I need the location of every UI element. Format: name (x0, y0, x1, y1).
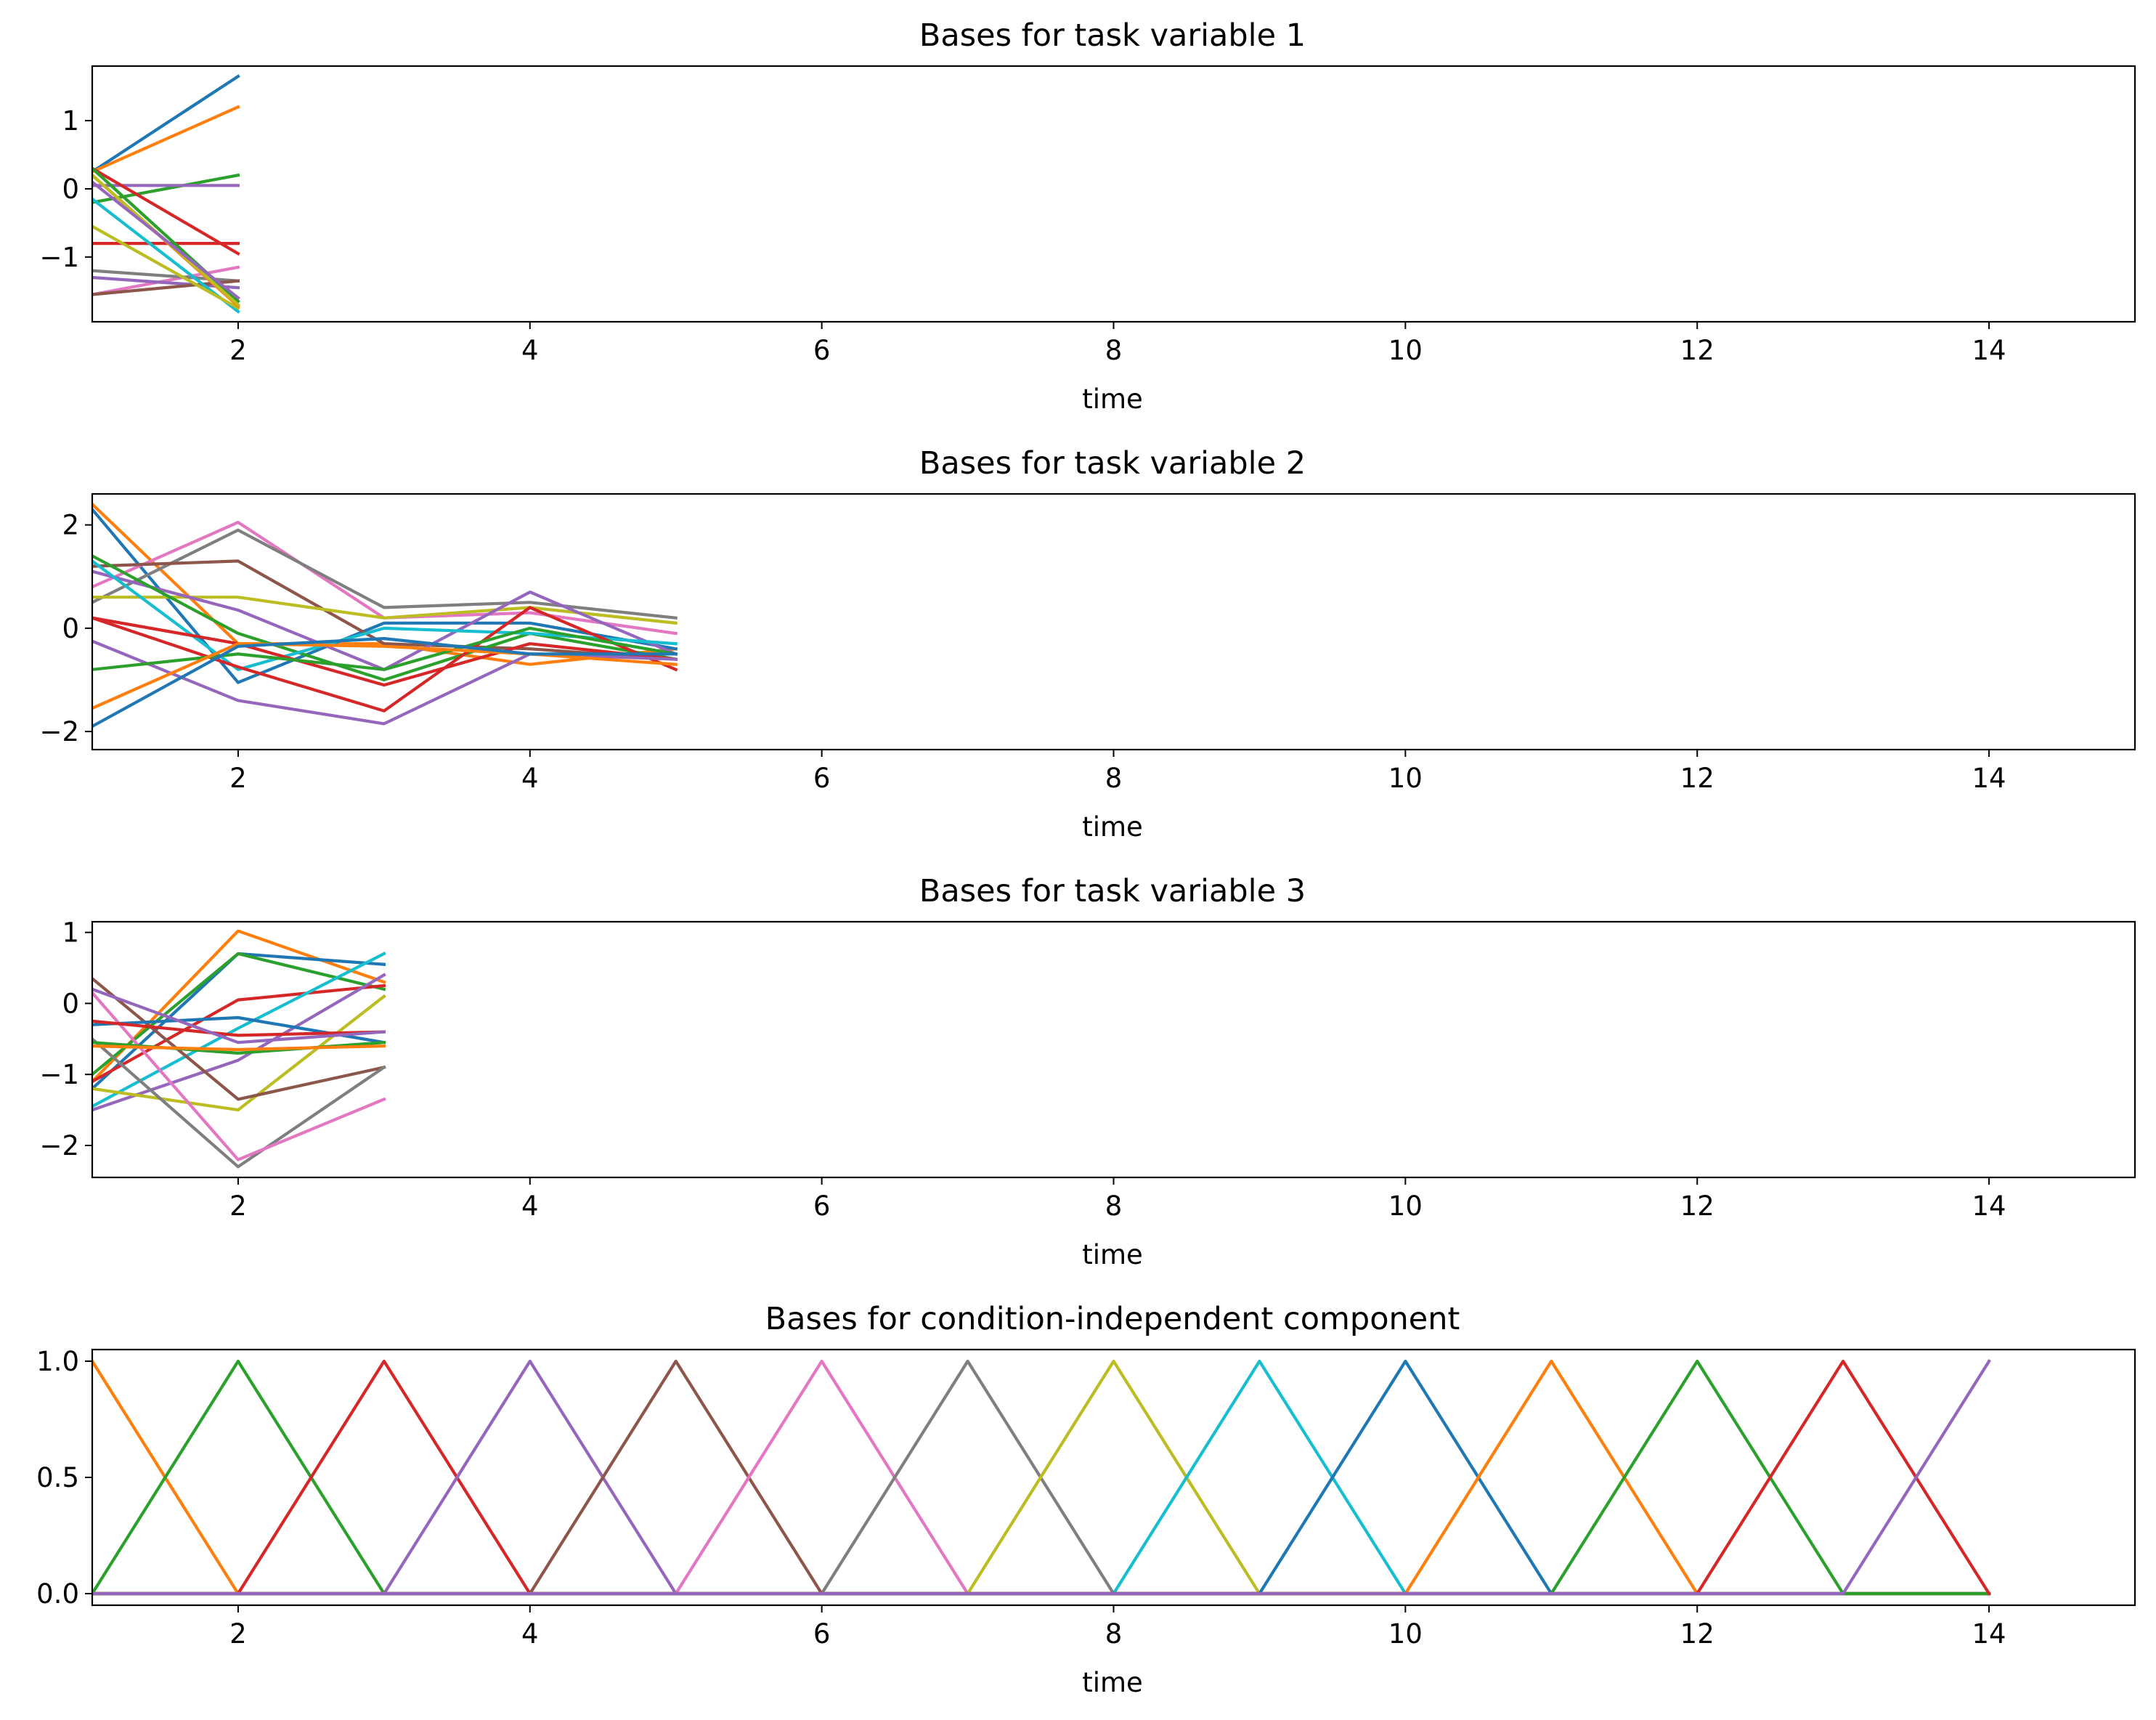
y-tick-label: 0.0 (36, 1578, 79, 1610)
x-tick-label: 12 (1680, 763, 1714, 794)
series-group (92, 929, 386, 1169)
y-tick-label: −2 (39, 716, 79, 747)
y-tick-label: 0 (62, 613, 79, 644)
series-group (92, 1359, 1991, 1596)
series-line-6 (92, 265, 240, 296)
series-line-12 (92, 987, 386, 1044)
plot-area: 2 4 6 8 10 12 14 0.0 0.5 1.0 (36, 1346, 2136, 1650)
series-line-1 (92, 105, 240, 174)
x-tick-label: 8 (1105, 335, 1123, 366)
x-tick-label: 4 (521, 763, 539, 794)
y-tick-label: −1 (39, 1059, 79, 1090)
x-tick-label: 12 (1680, 1618, 1714, 1650)
series-line-14 (92, 1044, 386, 1052)
series-line-11 (92, 639, 678, 726)
series-line-13 (92, 642, 678, 710)
series-line-0 (92, 929, 386, 1084)
series-line-15 (92, 179, 240, 301)
series-line-8 (92, 1037, 386, 1169)
series-line-3 (92, 528, 678, 620)
series-group (92, 74, 240, 314)
x-tick-label: 10 (1388, 335, 1423, 366)
y-tick-label: 0.5 (36, 1462, 79, 1493)
x-axis-label: time (1082, 384, 1143, 415)
y-tick-label: −2 (39, 1130, 79, 1161)
subplot-task-variable-1: Bases for task variable 1 2 4 6 8 10 12 14 −1 0 1… (39, 17, 2136, 415)
x-axis-label: time (1082, 1667, 1143, 1698)
subplot-title: Bases for task variable 3 (919, 873, 1306, 909)
series-line-1 (92, 507, 678, 684)
series-line-11 (92, 1019, 386, 1037)
x-tick-label: 2 (229, 1190, 247, 1222)
x-tick-label: 10 (1388, 763, 1423, 794)
x-tick-label: 8 (1105, 763, 1123, 794)
y-tick-label: 1 (62, 917, 79, 949)
x-tick-label: 14 (1972, 763, 2006, 794)
x-tick-label: 2 (229, 335, 247, 366)
series-line-14 (92, 636, 678, 729)
x-tick-label: 4 (521, 1618, 539, 1650)
series-line-0 (92, 74, 240, 174)
x-tick-label: 6 (813, 335, 831, 366)
x-tick-label: 4 (521, 1190, 539, 1222)
subplot-title: Bases for task variable 2 (919, 445, 1306, 482)
subplot-title: Bases for task variable 1 (919, 17, 1306, 54)
x-tick-label: 10 (1388, 1618, 1423, 1650)
series-line-9 (92, 606, 678, 713)
series-line-10 (92, 616, 678, 687)
series-group (92, 502, 678, 729)
x-tick-label: 6 (813, 1190, 831, 1222)
plot-area: 2 4 6 8 10 12 14 −1 0 1 (39, 65, 2136, 366)
series-line-12 (92, 224, 240, 311)
x-tick-label: 14 (1972, 1618, 2006, 1650)
y-tick-label: 2 (62, 510, 79, 541)
x-tick-label: 6 (813, 763, 831, 794)
x-tick-label: 14 (1972, 335, 2006, 366)
series-line-3 (92, 983, 386, 1084)
x-tick-label: 12 (1680, 335, 1714, 366)
x-axis-label: time (1082, 1239, 1143, 1270)
x-tick-label: 8 (1105, 1190, 1123, 1222)
subplot-task-variable-3: Bases for task variable 3 2 4 6 8 10 12 14−2−1… (39, 873, 2136, 1270)
series-line-4 (92, 559, 678, 661)
x-tick-label: 2 (229, 763, 247, 794)
subplot-condition-independent: Bases for condition-independent componen… (36, 1301, 2136, 1698)
subplot-task-variable-2: Bases for task variable 2 2 4 6 8 10 12 14−202… (39, 445, 2136, 843)
series-line-7 (92, 976, 386, 1101)
y-tick-label: −1 (39, 242, 79, 273)
y-tick-label: 0 (62, 174, 79, 205)
x-tick-label: 4 (521, 335, 539, 366)
x-tick-label: 8 (1105, 1618, 1123, 1650)
y-tick-label: 0 (62, 988, 79, 1019)
series-line-12 (92, 626, 678, 671)
series-line-7 (92, 553, 678, 682)
y-tick-label: 1.0 (36, 1346, 79, 1377)
x-tick-label: 12 (1680, 1190, 1714, 1222)
series-line-5 (92, 166, 240, 256)
series-line-5 (92, 973, 386, 1112)
x-tick-label: 10 (1388, 1190, 1423, 1222)
x-tick-label: 14 (1972, 1190, 2006, 1222)
y-tick-label: 1 (62, 105, 79, 137)
x-tick-label: 2 (229, 1618, 247, 1650)
plot-area: 2 4 6 8 10 12 14 −2 0 2 (39, 492, 2136, 794)
x-axis-label: time (1082, 811, 1143, 843)
plot-area: 2 4 6 8 10 12 14 −2 −1 0 1 (39, 917, 2136, 1222)
x-tick-label: 6 (813, 1618, 831, 1650)
series-line-13 (92, 1359, 1991, 1596)
subplot-title: Bases for condition-independent componen… (765, 1301, 1460, 1337)
